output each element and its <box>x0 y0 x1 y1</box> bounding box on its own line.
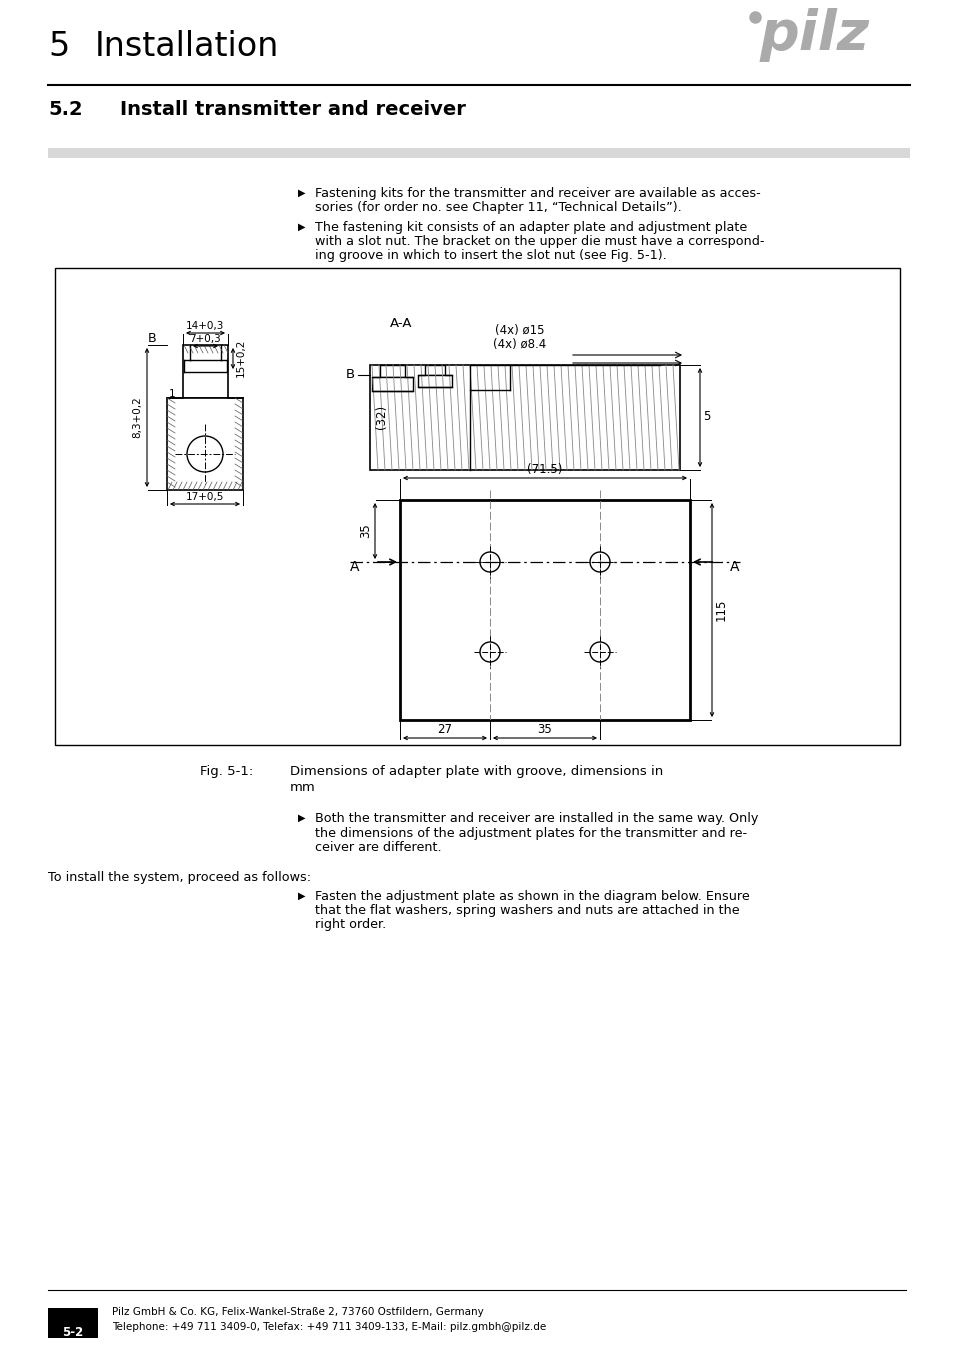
Text: ▶: ▶ <box>297 188 305 198</box>
Text: 27: 27 <box>437 724 452 736</box>
Text: 17+0,5: 17+0,5 <box>186 491 224 502</box>
Text: 5: 5 <box>702 410 710 424</box>
Bar <box>417 375 452 387</box>
Text: B: B <box>148 332 156 346</box>
Bar <box>379 364 405 377</box>
Text: (32): (32) <box>375 405 388 429</box>
Bar <box>372 377 413 392</box>
Text: mm: mm <box>290 782 315 794</box>
Text: ▶: ▶ <box>297 813 305 823</box>
Text: B: B <box>346 369 355 382</box>
Text: ing groove in which to insert the slot nut (see Fig. 5-1).: ing groove in which to insert the slot n… <box>314 248 666 262</box>
Text: Install transmitter and receiver: Install transmitter and receiver <box>120 100 465 119</box>
Text: 35: 35 <box>358 524 372 539</box>
Bar <box>48 1308 98 1338</box>
Text: 5.2: 5.2 <box>48 100 83 119</box>
Text: 5-2: 5-2 <box>62 1326 84 1339</box>
Text: Fasten the adjustment plate as shown in the diagram below. Ensure: Fasten the adjustment plate as shown in … <box>314 890 749 903</box>
Text: Fig. 5-1:: Fig. 5-1: <box>200 765 253 778</box>
Text: Fastening kits for the transmitter and receiver are available as acces-: Fastening kits for the transmitter and r… <box>314 188 760 200</box>
Bar <box>399 500 689 720</box>
Text: Pilz GmbH & Co. KG, Felix-Wankel-Straße 2, 73760 Ostfildern, Germany: Pilz GmbH & Co. KG, Felix-Wankel-Straße … <box>112 1307 483 1318</box>
Bar <box>167 398 243 490</box>
Text: ▶: ▶ <box>297 891 305 900</box>
Text: To install the system, proceed as follows:: To install the system, proceed as follow… <box>48 871 311 884</box>
Text: Dimensions of adapter plate with groove, dimensions in: Dimensions of adapter plate with groove,… <box>290 765 662 778</box>
Text: 14+0,3: 14+0,3 <box>186 321 224 331</box>
Text: A: A <box>729 560 739 574</box>
Text: 115: 115 <box>714 599 727 621</box>
Text: A: A <box>350 560 359 574</box>
Bar <box>183 346 228 398</box>
Text: with a slot nut. The bracket on the upper die must have a correspond-: with a slot nut. The bracket on the uppe… <box>314 235 763 248</box>
Text: ▶: ▶ <box>297 221 305 232</box>
Text: Telephone: +49 711 3409-0, Telefax: +49 711 3409-133, E-Mail: pilz.gmbh@pilz.de: Telephone: +49 711 3409-0, Telefax: +49 … <box>112 1322 546 1332</box>
Text: ceiver are different.: ceiver are different. <box>314 841 441 855</box>
Text: The fastening kit consists of an adapter plate and adjustment plate: The fastening kit consists of an adapter… <box>314 221 746 234</box>
Bar <box>48 148 909 158</box>
Text: sories (for order no. see Chapter 11, “Technical Details”).: sories (for order no. see Chapter 11, “T… <box>314 201 681 215</box>
Text: (71.5): (71.5) <box>527 463 562 477</box>
Circle shape <box>479 552 499 572</box>
Circle shape <box>589 643 609 662</box>
Text: (4x) ø8.4: (4x) ø8.4 <box>493 338 546 351</box>
Text: the dimensions of the adjustment plates for the transmitter and re-: the dimensions of the adjustment plates … <box>314 828 746 840</box>
Bar <box>424 364 444 375</box>
Text: Both the transmitter and receiver are installed in the same way. Only: Both the transmitter and receiver are in… <box>314 811 758 825</box>
Text: 5: 5 <box>48 30 70 63</box>
Text: (4x) ø15: (4x) ø15 <box>495 324 544 338</box>
Text: A-A: A-A <box>390 317 412 329</box>
Bar <box>370 364 679 470</box>
Bar <box>55 269 899 745</box>
Text: 7+0,3: 7+0,3 <box>189 333 221 344</box>
Text: 35: 35 <box>537 724 552 736</box>
Text: 15+0,2: 15+0,2 <box>235 339 246 377</box>
Circle shape <box>187 436 223 472</box>
Text: Installation: Installation <box>95 30 279 63</box>
Circle shape <box>479 643 499 662</box>
Text: that the flat washers, spring washers and nuts are attached in the: that the flat washers, spring washers an… <box>314 904 739 917</box>
Text: 1: 1 <box>169 389 175 400</box>
Text: 8,3+0,2: 8,3+0,2 <box>132 396 142 437</box>
Text: right order.: right order. <box>314 918 386 932</box>
Circle shape <box>589 552 609 572</box>
Text: pilz: pilz <box>760 8 869 62</box>
